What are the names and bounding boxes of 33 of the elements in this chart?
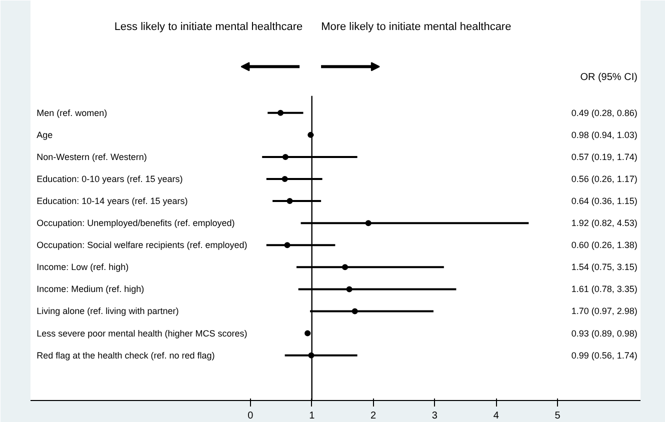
y-tick-label: Income: Medium (ref. high) <box>36 284 144 294</box>
annotation: 0.60 (0.26, 1.38) <box>571 240 638 250</box>
text: Less likely to initiate mental healthcare <box>114 20 303 33</box>
annotation: 0.99 (0.56, 1.74) <box>571 350 638 360</box>
y-tick-label: Living alone (ref. living with partner) <box>36 306 179 316</box>
text: More likely to initiate mental healthcare <box>321 20 512 33</box>
y-tick-label: Men (ref. women) <box>36 108 108 118</box>
annotation: 0.49 (0.28, 0.86) <box>571 108 638 118</box>
annotation: 0.98 (0.94, 1.03) <box>571 130 638 140</box>
y-tick-label: Less severe poor mental health (higher MCS scores) <box>36 328 248 338</box>
annotation: 1.54 (0.75, 3.15) <box>571 262 638 272</box>
annotation: 1.70 (0.97, 2.98) <box>571 306 638 316</box>
y-tick-label: Occupation: Social welfare recipients (ref. employed) <box>36 240 248 250</box>
x-tick-label: 1 <box>309 410 316 422</box>
y-tick-label: Occupation: Unemployed/benefits (ref. employed) <box>36 218 235 228</box>
annotation: 0.56 (0.26, 1.17) <box>571 174 638 184</box>
x-tick-label: 2 <box>370 410 376 422</box>
annotation: 0.57 (0.19, 1.74) <box>571 152 638 162</box>
y-tick-label: Education: 10-14 years (ref. 15 years) <box>36 196 188 206</box>
y-tick-label: Non-Western (ref. Western) <box>36 152 147 162</box>
x-tick-label: 4 <box>493 410 500 422</box>
text: OR (95% CI) <box>580 72 638 84</box>
y-tick-label: Income: Low (ref. high) <box>36 262 129 272</box>
x-tick-label: 0 <box>248 410 254 422</box>
x-tick-label: 5 <box>554 410 561 422</box>
annotation: 0.64 (0.36, 1.15) <box>571 196 638 206</box>
annotation: 0.93 (0.89, 0.98) <box>571 328 638 338</box>
y-tick-label: Age <box>36 130 53 140</box>
y-tick-label: Red flag at the health check (ref. no red flag) <box>36 350 215 360</box>
y-tick-label: Education: 0-10 years (ref. 15 years) <box>36 174 183 184</box>
x-tick-label: 3 <box>432 410 438 422</box>
annotation: 1.92 (0.82, 4.53) <box>571 218 638 228</box>
annotation: 1.61 (0.78, 3.35) <box>571 284 638 294</box>
